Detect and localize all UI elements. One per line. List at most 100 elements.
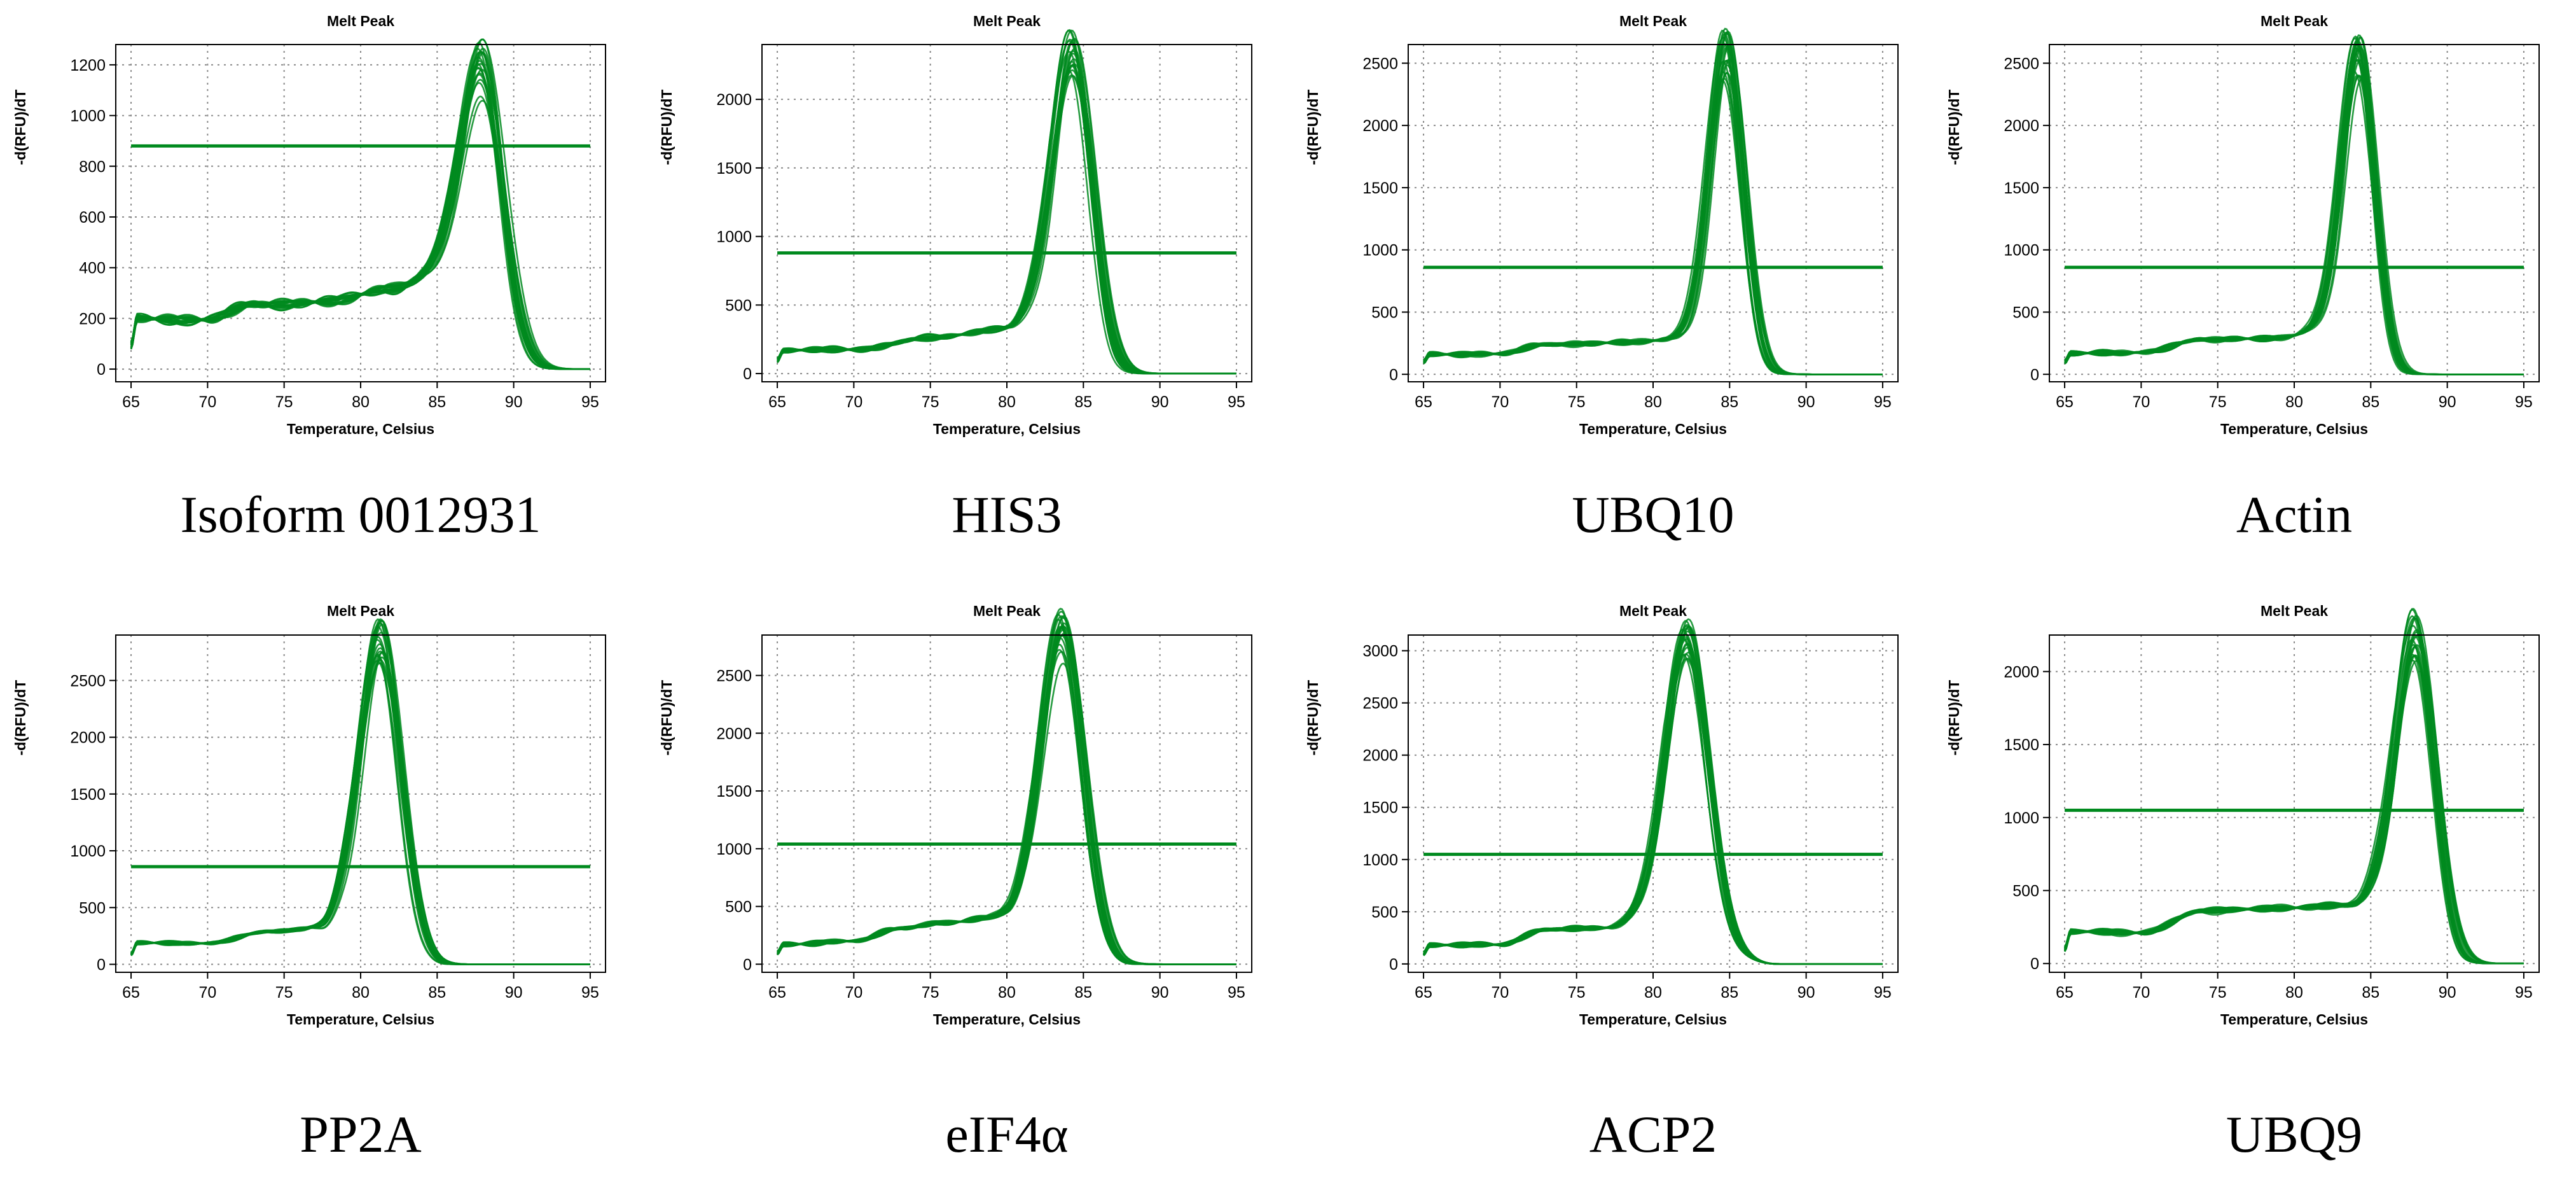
y-tick-label: 2000 [716,91,752,109]
gene-label: UBQ10 [1572,486,1734,543]
x-tick-label: 95 [1228,984,1245,1002]
y-tick-label: 1500 [2004,736,2039,754]
y-tick-label: 1000 [2004,809,2039,827]
x-tick-label: 85 [1074,393,1092,411]
x-tick-label: 65 [122,393,140,411]
gene-label: HIS3 [952,486,1062,543]
y-tick-label: 500 [1371,304,1398,321]
x-tick-label: 80 [998,984,1016,1002]
gene-label: Isoform 0012931 [180,486,541,543]
x-tick-label: 80 [2285,984,2303,1002]
plot-frame [115,634,606,973]
y-tick-label: 2500 [70,672,106,690]
y-tick-label: 2000 [2004,117,2039,135]
chart-title: Melt Peak [973,603,1041,619]
x-tick-label: 85 [1721,984,1738,1002]
x-axis-label: Temperature, Celsius [1579,421,1727,437]
y-tick-label: 1500 [716,783,752,800]
y-tick-label: 400 [79,260,106,277]
gene-label: eIF4α [945,1105,1068,1163]
y-tick-label: 500 [725,297,752,314]
y-tick-label: 1000 [70,842,106,860]
y-axis-label: -d(RFU)/dT [1946,680,1962,756]
x-axis-label: Temperature, Celsius [2220,421,2368,437]
x-tick-label: 80 [2285,393,2303,411]
x-tick-label: 85 [2362,393,2379,411]
chart-panel: Melt Peak 65 70 75 80 85 90 95 0 200 400 600 800 1000… [12,13,606,543]
x-tick-label: 95 [581,393,599,411]
y-tick-label: 1500 [1362,179,1398,197]
y-tick-label: 1500 [1362,799,1398,817]
gene-label: ACP2 [1589,1105,1717,1163]
x-tick-label: 75 [1568,393,1586,411]
x-tick-label: 85 [428,984,446,1002]
plot-frame [761,634,1252,973]
melt-curve [130,41,590,370]
x-tick-label: 70 [845,984,862,1002]
y-tick-label: 500 [1371,904,1398,921]
chart-panel: Melt Peak 65 70 75 80 85 90 95 0 500 1000 1500 2000 2… [12,603,606,1163]
y-axis-label: -d(RFU)/dT [12,680,29,756]
x-tick-label: 90 [1797,393,1815,411]
y-tick-label: 0 [97,956,106,974]
x-tick-label: 70 [845,393,862,411]
y-tick-label: 2500 [716,667,752,685]
y-tick-label: 0 [1389,366,1398,384]
y-tick-label: 1500 [70,786,106,804]
plot-frame [1408,44,1899,382]
chart-panel: Melt Peak 65 70 75 80 85 90 95 0 500 1000 1500 2000 T… [1946,603,2540,1163]
y-tick-label: 600 [79,209,106,227]
plot-frame [1408,634,1899,973]
x-tick-label: 85 [1074,984,1092,1002]
x-tick-label: 85 [1721,393,1738,411]
y-tick-label: 1000 [1362,242,1398,260]
x-tick-label: 75 [922,393,939,411]
x-tick-label: 70 [2132,393,2150,411]
y-tick-label: 0 [1389,956,1398,974]
x-tick-label: 85 [2362,984,2379,1002]
y-tick-label: 500 [2012,304,2039,321]
chart-title: Melt Peak [1619,13,1687,29]
x-tick-label: 90 [1797,984,1815,1002]
chart-title: Melt Peak [2261,603,2328,619]
plot-frame [2049,44,2540,382]
x-tick-label: 75 [2209,984,2227,1002]
x-tick-label: 90 [505,393,523,411]
x-tick-label: 65 [122,984,140,1002]
y-tick-label: 1000 [70,108,106,125]
x-axis-label: Temperature, Celsius [2220,1011,2368,1028]
y-tick-label: 2000 [1362,117,1398,135]
x-tick-label: 65 [2056,393,2074,411]
x-axis-label: Temperature, Celsius [287,421,434,437]
chart-title: Melt Peak [1619,603,1687,619]
chart-panel: Melt Peak 65 70 75 80 85 90 95 0 500 1000 1500 2000 2… [658,603,1252,1163]
x-tick-label: 75 [275,984,293,1002]
y-tick-label: 800 [79,158,106,176]
y-tick-label: 2000 [70,729,106,747]
x-tick-label: 70 [1491,393,1509,411]
x-tick-label: 95 [2515,984,2533,1002]
x-tick-label: 70 [1491,984,1509,1002]
y-tick-label: 0 [97,361,106,379]
y-axis-label: -d(RFU)/dT [1305,90,1321,165]
y-tick-label: 200 [79,310,106,328]
melt-curve [777,625,1236,965]
x-tick-label: 75 [1568,984,1586,1002]
x-tick-label: 70 [2132,984,2150,1002]
x-tick-label: 95 [1228,393,1245,411]
chart-title: Melt Peak [327,13,394,29]
gene-label: PP2A [300,1105,421,1163]
x-tick-label: 80 [1644,393,1662,411]
chart-panel: Melt Peak 65 70 75 80 85 90 95 0 500 1000 1500 2000 2… [1305,13,1899,543]
chart-panel: Melt Peak 65 70 75 80 85 90 95 0 500 1000 1500 2000 2… [1305,603,1899,1163]
y-axis-label: -d(RFU)/dT [658,90,675,165]
y-tick-label: 500 [725,898,752,916]
y-tick-label: 0 [743,365,752,383]
x-tick-label: 75 [2209,393,2227,411]
y-tick-label: 2500 [1362,55,1398,73]
x-tick-label: 90 [2439,393,2456,411]
y-tick-label: 2000 [1362,747,1398,765]
chart-title: Melt Peak [2261,13,2328,29]
y-tick-label: 1000 [1362,851,1398,869]
